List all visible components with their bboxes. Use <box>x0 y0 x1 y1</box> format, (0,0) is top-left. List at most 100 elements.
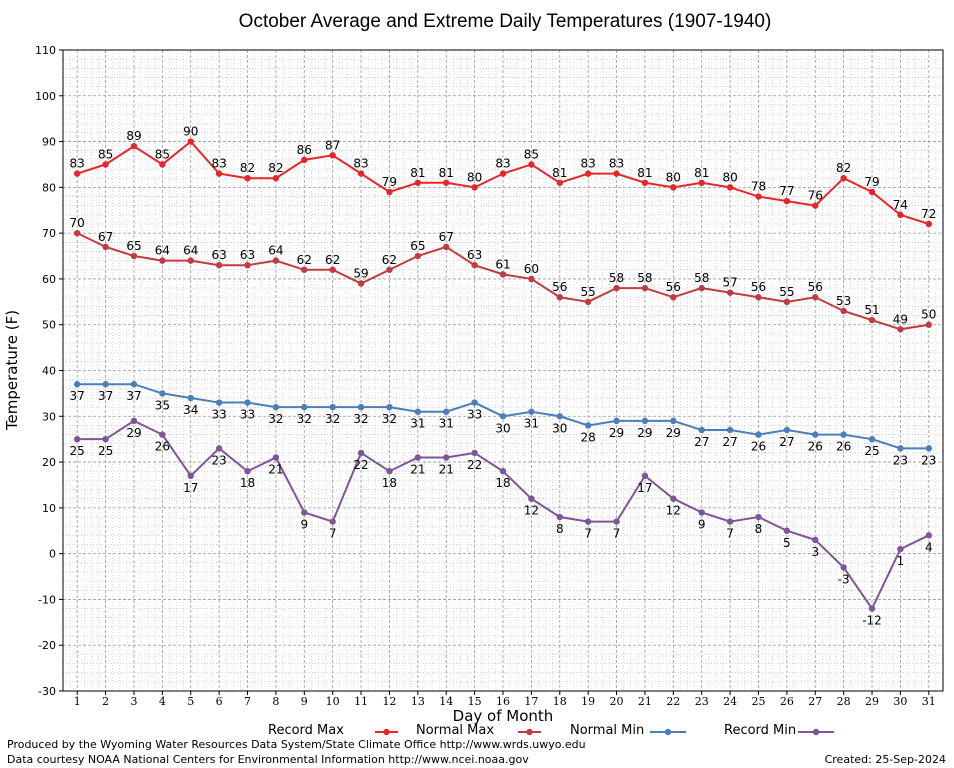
record-max-data-label: 81 <box>439 166 454 180</box>
record-max-point <box>868 188 876 196</box>
record-max-point <box>215 170 223 177</box>
record-max-point <box>301 156 308 164</box>
x-tick-label: 2 <box>102 695 109 708</box>
normal-max-point <box>556 294 563 301</box>
normal-min-point <box>670 417 677 425</box>
y-axis-label: Temperature (F) <box>3 310 21 431</box>
x-axis-label: Day of Month <box>453 707 554 725</box>
record-min-point <box>670 495 677 502</box>
normal-max-data-label: 51 <box>864 303 879 317</box>
normal-min-data-label: 35 <box>155 398 170 412</box>
record-min-data-label: 21 <box>410 462 425 476</box>
record-max-point <box>329 152 336 159</box>
record-min-data-label: 12 <box>524 504 539 518</box>
x-tick-label: 20 <box>610 695 624 708</box>
normal-min-point <box>783 426 791 434</box>
normal-min-point <box>187 394 194 402</box>
record-max-data-label: 77 <box>779 184 794 198</box>
normal-min-point <box>556 413 563 420</box>
record-max-data-label: 74 <box>893 198 908 212</box>
normal-min-point <box>329 403 336 411</box>
x-tick-label: 27 <box>808 695 822 708</box>
record-max-data-label: 83 <box>609 157 624 171</box>
normal-max-data-label: 57 <box>722 276 737 290</box>
x-tick-label: 24 <box>723 695 737 708</box>
record-max-data-label: 80 <box>467 170 482 184</box>
record-min-point <box>357 449 365 457</box>
normal-max-point <box>840 307 847 315</box>
normal-max-point <box>414 252 422 260</box>
record-min-data-label: 1 <box>897 554 905 568</box>
normal-min-point <box>812 431 819 438</box>
record-min-data-label: 7 <box>613 527 621 541</box>
normal-min-point <box>528 408 535 415</box>
normal-min-data-label: 34 <box>183 403 198 417</box>
normal-max-data-label: 59 <box>353 267 368 281</box>
normal-min-data-label: 31 <box>410 417 425 431</box>
normal-max-point <box>443 243 450 251</box>
y-tick-label: 40 <box>42 365 56 378</box>
y-tick-label: 60 <box>42 273 56 286</box>
record-min-data-label: 8 <box>556 522 564 536</box>
record-max-point <box>414 179 422 186</box>
chart-title: October Average and Extreme Daily Temper… <box>239 11 772 32</box>
normal-max-point <box>301 266 308 273</box>
normal-min-point <box>159 390 166 397</box>
record-min-data-label: 29 <box>126 426 141 440</box>
y-tick-label: -30 <box>38 685 56 698</box>
normal-min-point <box>73 381 81 388</box>
normal-min-data-label: 31 <box>439 417 454 431</box>
normal-min-data-label: 37 <box>126 389 141 403</box>
record-min-point <box>698 509 705 516</box>
normal-max-point <box>329 266 336 273</box>
x-axis: 1 2 3 4 5 6 7 8 9 10 11 12 13 14 15 16 17 18 19 20 21 22 23 24 2… <box>74 691 936 708</box>
normal-max-data-label: 64 <box>183 244 198 258</box>
normal-max-data-label: 61 <box>495 257 510 271</box>
legend-label-normal-min: Normal Min <box>570 723 644 738</box>
record-max-point <box>584 170 592 177</box>
y-tick-label: 50 <box>42 319 56 332</box>
record-min-point <box>73 435 81 443</box>
normal-min-point <box>443 408 450 415</box>
record-min-data-label: 25 <box>70 444 85 458</box>
y-tick-label: 100 <box>35 90 56 103</box>
legend-marker-record-min <box>812 728 820 736</box>
normal-min-data-label: 27 <box>694 435 709 449</box>
record-min-point <box>897 545 904 553</box>
series-lines <box>73 138 933 612</box>
normal-min-data-label: 32 <box>382 412 397 426</box>
record-max-data-label: 80 <box>666 170 681 184</box>
record-min-point <box>187 472 194 480</box>
record-min-data-label: -12 <box>862 614 882 628</box>
record-min-data-label: 3 <box>811 545 819 559</box>
record-max-point <box>272 175 280 182</box>
legend-label-record-max: Record Max <box>268 723 344 738</box>
x-tick-label: 8 <box>272 695 279 708</box>
record-max-data-label: 83 <box>495 157 510 171</box>
record-min-data-label: 25 <box>98 444 113 458</box>
record-max-data-label: 80 <box>722 170 737 184</box>
record-min-point <box>613 518 620 525</box>
y-axis: -30 -20 -10 0 10 20 30 40 50 60 70 80 90 100 110 <box>35 44 63 698</box>
normal-max-point <box>73 229 81 237</box>
normal-min-point <box>301 403 308 411</box>
x-tick-label: 10 <box>326 695 340 708</box>
x-tick-label: 7 <box>244 695 251 708</box>
record-min-data-label: 8 <box>755 522 763 536</box>
normal-min-point <box>414 408 422 415</box>
record-max-point <box>698 179 705 186</box>
normal-max-point <box>272 257 280 264</box>
record-max-point <box>726 184 734 191</box>
record-max-point <box>73 170 81 177</box>
normal-min-point <box>102 381 109 388</box>
record-min-data-label: 22 <box>467 458 482 472</box>
record-min-data-label: 9 <box>300 517 308 531</box>
normal-max-point <box>868 316 876 324</box>
normal-max-point <box>159 257 166 264</box>
record-max-data-label: 81 <box>552 166 567 180</box>
record-max-point <box>244 175 251 182</box>
record-min-point <box>414 454 422 461</box>
normal-max-point <box>244 261 251 269</box>
x-tick-label: 19 <box>581 695 595 708</box>
normal-min-data-label: 37 <box>70 389 85 403</box>
